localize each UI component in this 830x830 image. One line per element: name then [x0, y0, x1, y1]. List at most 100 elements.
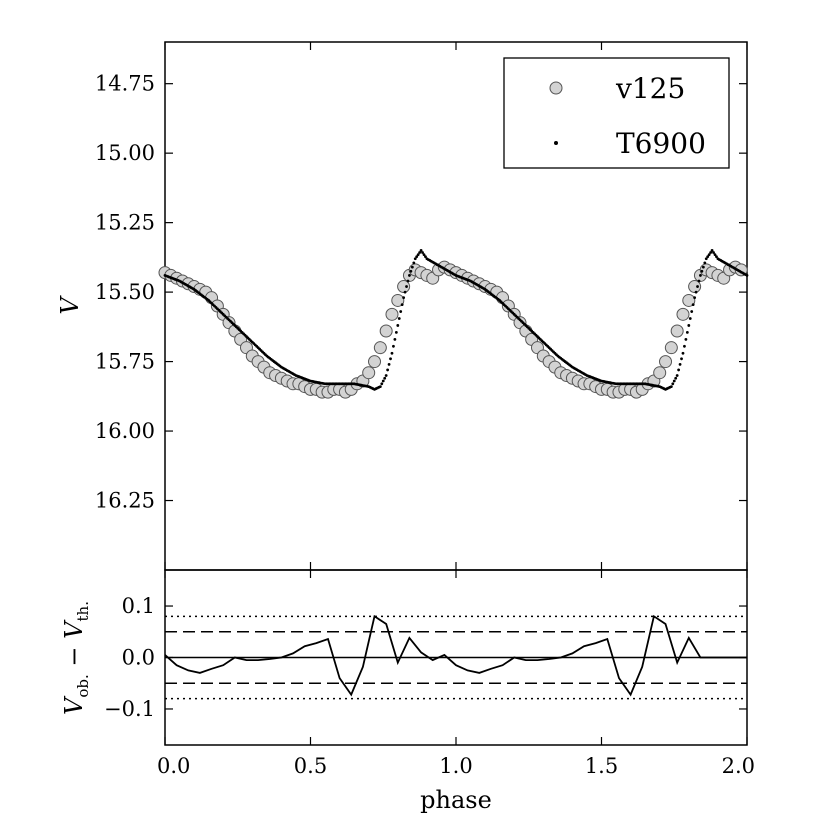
top-ytick-label: 14.75	[95, 72, 155, 96]
t6900-point	[687, 324, 691, 327]
t6900-point	[402, 296, 406, 300]
t6900-point	[410, 265, 414, 269]
t6900-point	[394, 331, 398, 334]
t6900-point	[707, 253, 711, 256]
t6900-point	[415, 255, 419, 259]
t6900-point	[422, 253, 426, 256]
v125-point	[682, 293, 696, 307]
t6900-point	[406, 279, 410, 283]
top-ytick-label: 15.75	[95, 350, 155, 374]
t6900-point	[709, 251, 713, 254]
t6900-point	[396, 324, 400, 327]
t6900-point	[421, 251, 424, 254]
t6900-point	[386, 368, 390, 372]
v125-point	[397, 280, 411, 294]
t6900-point	[699, 274, 702, 277]
t6900-point	[378, 385, 382, 388]
v125-point	[659, 355, 673, 369]
t6900-point	[704, 257, 708, 261]
bottom-ylabel: Vob. − Vth.	[60, 601, 92, 715]
t6900-point	[703, 261, 707, 265]
legend-t6900-label: T6900	[616, 127, 706, 160]
t6900-point	[413, 257, 417, 261]
t6900-point	[684, 337, 688, 341]
t6900-point	[418, 251, 422, 254]
legend-v125-label: v125	[615, 72, 685, 105]
v125-point	[670, 324, 684, 338]
bottom-xtick-label: 0.5	[294, 754, 327, 778]
t6900-point	[381, 379, 385, 383]
t6900-point	[675, 374, 679, 377]
legend: v125 T6900	[503, 57, 730, 169]
bottom-ytick-label: 0.1	[122, 594, 155, 618]
t6900-point	[712, 251, 715, 254]
t6900-point	[671, 382, 675, 386]
v125-point	[391, 293, 405, 307]
t6900-point	[710, 249, 714, 252]
bottom-ylabel-minus: −	[60, 639, 88, 674]
v125-point	[385, 307, 399, 321]
t6900-point	[674, 376, 678, 380]
v125-point	[653, 366, 667, 380]
v125-point	[676, 307, 690, 321]
t6900-point	[403, 290, 407, 294]
top-series-v125	[158, 260, 748, 399]
t6900-point	[690, 310, 694, 313]
bottom-xtick-label: 1.0	[439, 754, 472, 778]
v125-point	[373, 341, 387, 355]
t6900-point	[701, 265, 705, 269]
v125-point	[379, 324, 393, 338]
t6900-point	[380, 382, 384, 386]
top-series-t6900	[163, 249, 749, 391]
top-xticks	[164, 42, 748, 570]
t6900-point	[691, 303, 695, 307]
top-ytick-label: 15.50	[95, 280, 155, 304]
t6900-point	[416, 253, 420, 256]
t6900-point	[399, 310, 403, 313]
bottom-xtick-label: 1.5	[585, 754, 618, 778]
bottom-ylabel-v2: V	[60, 619, 88, 639]
top-ytick-label: 16.25	[95, 489, 155, 513]
t6900-point	[383, 376, 387, 380]
t6900-point	[688, 317, 692, 320]
t6900-point	[696, 285, 699, 288]
t6900-point	[693, 296, 697, 300]
bottom-ylabel-v1: V	[60, 695, 88, 715]
top-ytick-label: 15.25	[95, 211, 155, 235]
top-ytick-label: 15.00	[95, 141, 155, 165]
t6900-point	[683, 344, 686, 348]
t6900-point	[685, 331, 689, 334]
top-yticks: 14.75 15.00 15.25 15.50 15.75 16.00 16.25	[95, 72, 747, 513]
v125-point	[362, 366, 376, 380]
t6900-point	[713, 253, 717, 256]
t6900-point	[392, 344, 395, 348]
bottom-reference-lines	[165, 615, 747, 700]
bottom-ytick-label: 0.0	[122, 646, 155, 670]
t6900-point	[390, 351, 394, 355]
t6900-point	[393, 337, 397, 341]
bottom-ylabel-sub1: ob.	[74, 674, 92, 697]
t6900-point	[397, 317, 401, 320]
bottom-xtick-label: 2.0	[722, 754, 755, 778]
bottom-xtick-label: 0.0	[157, 754, 190, 778]
t6900-point	[389, 357, 392, 361]
t6900-point	[678, 362, 682, 366]
legend-t6900-marker	[554, 141, 558, 145]
v125-point	[368, 355, 382, 369]
t6900-point	[700, 269, 704, 273]
t6900-point	[419, 249, 423, 252]
t6900-point	[387, 362, 391, 366]
t6900-point	[412, 261, 416, 265]
t6900-point	[745, 274, 749, 277]
top-ytick-label: 16.00	[95, 419, 155, 443]
t6900-point	[680, 357, 683, 361]
t6900-point	[669, 385, 673, 388]
bottom-xticks: 0.0 0.5 1.0 1.5 2.0	[157, 570, 755, 778]
t6900-point	[405, 285, 408, 288]
t6900-point	[672, 379, 676, 383]
t6900-point	[706, 255, 710, 259]
t6900-point	[677, 368, 681, 372]
t6900-point	[408, 274, 411, 277]
top-ylabel: V	[56, 295, 84, 315]
